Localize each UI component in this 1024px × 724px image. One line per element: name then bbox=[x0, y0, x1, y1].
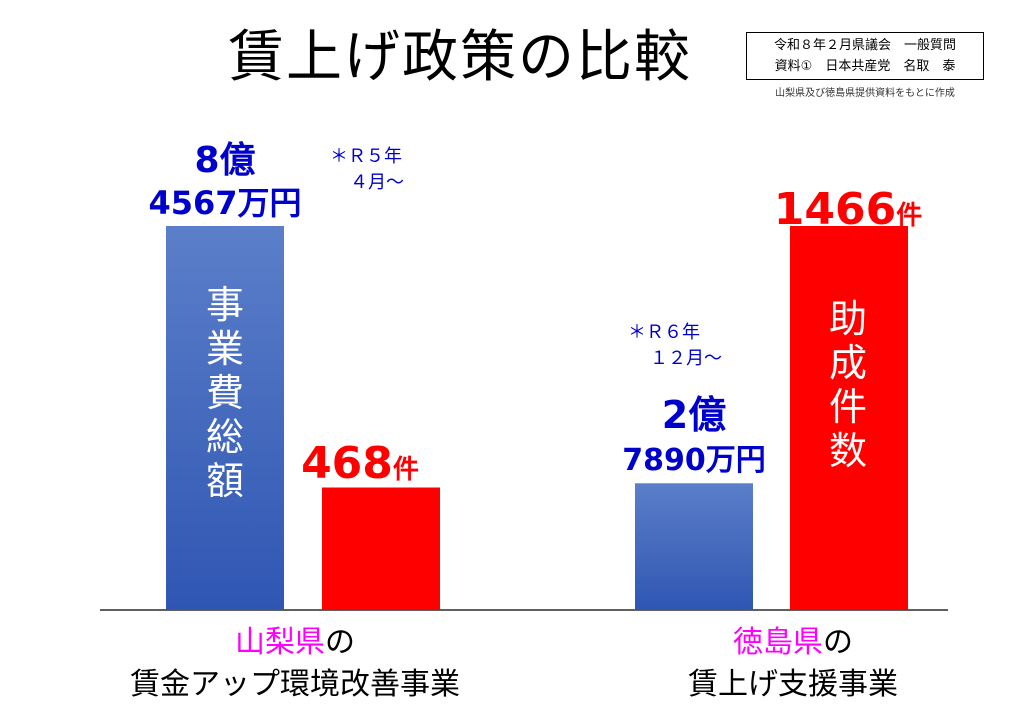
value-number-yamanashi-count: 468 bbox=[301, 438, 393, 489]
bar-inner-label-char: 業 bbox=[206, 327, 244, 371]
bar-inner-label-char: 助 bbox=[829, 297, 867, 341]
prefecture-suffix-yamanashi: の bbox=[325, 625, 355, 660]
value-unit-tokushima-count: 件 bbox=[896, 201, 922, 231]
value-label-tokushima-cost-oku: 2億 bbox=[662, 393, 726, 437]
reference-note-line2: 資料① 日本共産党 名取 泰 bbox=[774, 59, 956, 74]
group-label-tokushima-line1: 徳島県の bbox=[558, 622, 1024, 664]
bar-inner-label-char: 事 bbox=[206, 283, 244, 327]
bar-yamanashi-cost bbox=[166, 226, 284, 610]
prefecture-suffix-tokushima: の bbox=[823, 625, 853, 660]
bar-inner-label-char: 額 bbox=[206, 459, 244, 503]
program-name-yamanashi: 賃金アップ環境改善事業 bbox=[130, 667, 460, 702]
bar-tokushima-count bbox=[790, 226, 908, 610]
group-label-yamanashi: 山梨県の 賃金アップ環境改善事業 bbox=[60, 622, 530, 706]
value-label-yamanashi-count: 468件 bbox=[301, 438, 419, 489]
source-note: 山梨県及び徳島県提供資料をもとに作成 bbox=[775, 88, 955, 99]
value-label-yamanashi-cost-man: 4567万円 bbox=[148, 184, 301, 222]
reference-note-box: 令和８年２月県議会 一般質問 資料① 日本共産党 名取 泰 bbox=[746, 32, 984, 80]
prefecture-name-tokushima: 徳島県 bbox=[733, 625, 823, 660]
bar-inner-label-char: 費 bbox=[206, 371, 244, 415]
bar-inner-label-char: 数 bbox=[829, 429, 867, 473]
prefecture-name-yamanashi: 山梨県 bbox=[235, 625, 325, 660]
value-label-tokushima-count: 1466件 bbox=[774, 184, 922, 235]
bar-inner-label-char: 件 bbox=[829, 385, 867, 429]
bar-inner-label-char: 成 bbox=[829, 341, 867, 385]
note-yamanashi-start-month: ４月～ bbox=[350, 172, 404, 193]
program-name-tokushima: 賃上げ支援事業 bbox=[688, 667, 898, 702]
group-label-tokushima: 徳島県の 賃上げ支援事業 bbox=[558, 622, 1024, 706]
group-label-yamanashi-line1: 山梨県の bbox=[60, 622, 530, 664]
value-unit-yamanashi-count: 件 bbox=[393, 455, 419, 485]
value-label-yamanashi-cost-oku: 8億 bbox=[194, 140, 255, 181]
bar-inner-label-yamanashi: 事業費総額 bbox=[206, 283, 244, 503]
value-label-tokushima-cost-man: 7890万円 bbox=[622, 443, 766, 478]
note-yamanashi-start-year: ＊Ｒ５年 bbox=[330, 146, 402, 167]
bar-yamanashi-count bbox=[322, 487, 440, 610]
value-number-tokushima-count: 1466 bbox=[774, 184, 896, 235]
bar-tokushima-cost bbox=[635, 483, 753, 610]
reference-note-line1: 令和８年２月県議会 一般質問 bbox=[773, 38, 956, 53]
note-tokushima-start-year: ＊Ｒ６年 bbox=[628, 322, 700, 343]
bar-inner-label-tokushima: 助成件数 bbox=[829, 297, 867, 473]
page-title: 賃上げ政策の比較 bbox=[228, 25, 692, 90]
note-tokushima-start-month: １２月～ bbox=[650, 348, 722, 369]
bar-inner-label-char: 総 bbox=[206, 415, 244, 459]
